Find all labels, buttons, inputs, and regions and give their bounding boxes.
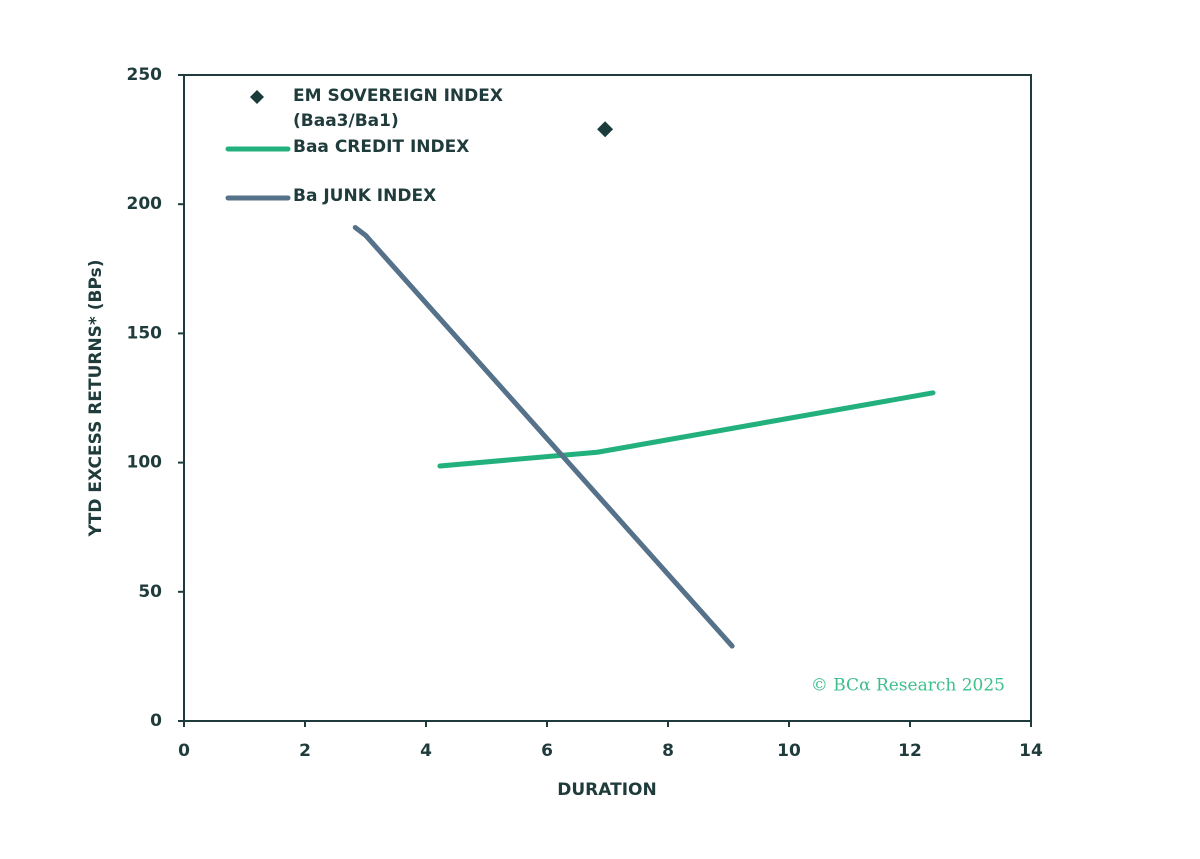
x-tick-label: 14 [1019,741,1043,761]
y-tick-label: 50 [138,582,162,602]
y-tick-label: 150 [127,323,163,343]
y-axis-label: YTD EXCESS RETURNS* (BPs) [86,259,106,537]
legend-label: Baa CREDIT INDEX [293,137,470,157]
x-tick-label: 10 [777,741,801,761]
plot-frame [183,74,1032,722]
x-axis-label: DURATION [557,780,656,800]
x-tick-label: 6 [541,741,553,761]
series-line [352,224,735,649]
legend-label: EM SOVEREIGN INDEX (Baa3/Ba1) [293,86,503,131]
x-tick-label: 12 [898,741,922,761]
x-tick-label: 0 [178,741,190,761]
x-tick-label: 4 [420,741,432,761]
point [597,121,614,138]
x-tick-label: 2 [299,741,311,761]
y-tick-label: 0 [150,711,162,731]
series-line [437,390,936,469]
legend-marker [250,90,264,104]
y-tick-label: 100 [127,453,163,473]
watermark: © BCα Research 2025 [811,676,1005,696]
y-tick-label: 200 [127,194,163,214]
y-tick-label: 250 [127,65,163,85]
legend-label: Ba JUNK INDEX [293,186,437,206]
x-tick-label: 8 [662,741,674,761]
